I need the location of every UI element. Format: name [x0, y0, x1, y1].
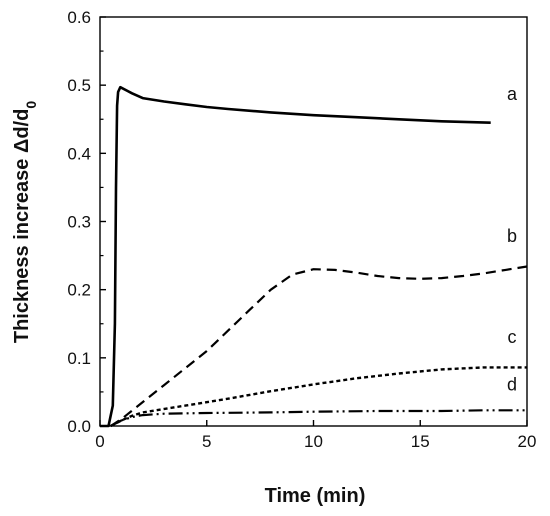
- y-tick-label: 0.2: [67, 281, 91, 300]
- y-tick-label: 0.3: [67, 213, 91, 232]
- x-tick-label: 20: [518, 432, 537, 451]
- x-tick-label: 5: [202, 432, 211, 451]
- plot-frame: [99, 16, 528, 427]
- y-tick-label: 0.0: [67, 417, 91, 436]
- y-tick-label: 0.1: [67, 349, 91, 368]
- series-a-label: a: [507, 84, 518, 104]
- x-axis-ticks: 0 5 10 15 20: [95, 420, 536, 451]
- series-labels: a b c d: [507, 84, 518, 394]
- series-a-line: [100, 85, 491, 428]
- series-b-label: b: [507, 226, 517, 246]
- series-lines: [100, 85, 528, 428]
- y-tick-label: 0.6: [67, 8, 91, 27]
- y-tick-label: 0.5: [67, 76, 91, 95]
- y-axis-ticks: 0.0 0.1 0.2 0.3 0.4 0.5 0.6: [67, 8, 106, 436]
- x-tick-label: 10: [304, 432, 323, 451]
- series-d-label: d: [507, 375, 517, 395]
- y-tick-label: 0.4: [67, 144, 91, 163]
- x-tick-label: 15: [411, 432, 430, 451]
- series-c-line: [110, 366, 527, 428]
- x-axis-title: Time (min): [265, 485, 366, 507]
- y-axis-title: Thickness increase Δd/d0: [11, 101, 39, 343]
- series-d-line: [110, 409, 527, 427]
- x-tick-label: 0: [95, 432, 104, 451]
- plot-border: [99, 16, 528, 427]
- y-axis-title-main: Thickness increase Δd/d: [11, 109, 33, 343]
- y-axis-title-subscript: 0: [23, 101, 39, 109]
- series-b-line: [110, 265, 528, 427]
- series-c-label: c: [508, 327, 517, 347]
